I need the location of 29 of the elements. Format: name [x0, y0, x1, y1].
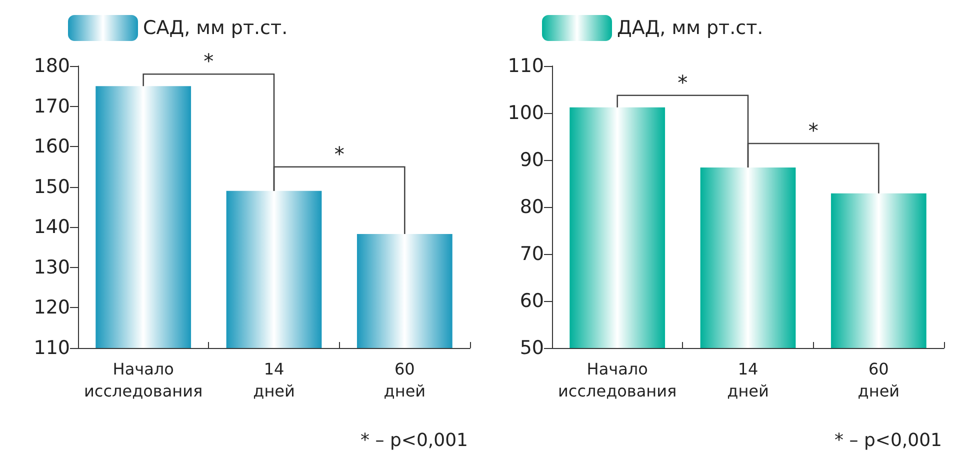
annotation: * — [808, 118, 818, 143]
y-tick-label: 170 — [34, 95, 70, 118]
x-tick-label: 14 дней — [727, 360, 769, 400]
y-tick-label: 60 — [520, 290, 544, 312]
text: * – p<0,001 — [834, 430, 942, 451]
y-tick-label: 140 — [34, 216, 70, 238]
x-tick-label: Начало исследования — [84, 360, 203, 400]
y-tick-label: 50 — [520, 337, 544, 359]
x-tick-label: Начало исследования — [558, 360, 677, 400]
text: * – p<0,001 — [360, 430, 468, 451]
y-tick-label: 180 — [34, 55, 70, 77]
y-tick-label: 120 — [34, 296, 70, 319]
x-tick-label: 14 дней — [253, 360, 295, 400]
legend-label: ДАД, мм рт.ст. — [617, 17, 764, 39]
y-tick-label: 130 — [34, 256, 70, 278]
y-tick-label: 100 — [508, 102, 544, 124]
y-tick-label: 150 — [34, 176, 70, 198]
annotation: * — [678, 70, 688, 94]
y-tick-label: 80 — [520, 196, 544, 218]
y-tick-label: 110 — [34, 337, 70, 359]
annotation: * — [204, 49, 214, 74]
y-tick-label: 110 — [508, 55, 544, 77]
legend-label: САД, мм рт.ст. — [143, 17, 288, 39]
annotation: * — [334, 142, 344, 166]
y-tick-label: 90 — [520, 149, 544, 171]
x-tick-label: 60 дней — [858, 360, 900, 400]
y-tick-label: 70 — [520, 243, 544, 265]
x-tick-label: 60 дней — [384, 360, 426, 400]
y-tick-label: 160 — [34, 136, 70, 158]
